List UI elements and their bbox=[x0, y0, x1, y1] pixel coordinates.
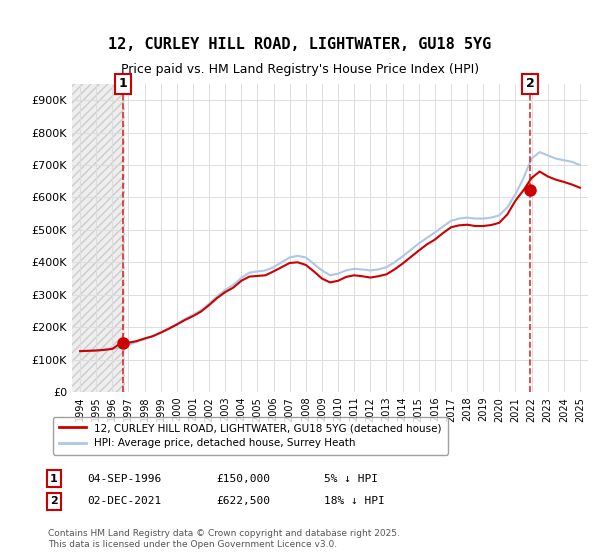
Text: 12, CURLEY HILL ROAD, LIGHTWATER, GU18 5YG: 12, CURLEY HILL ROAD, LIGHTWATER, GU18 5… bbox=[109, 38, 491, 52]
Text: Price paid vs. HM Land Registry's House Price Index (HPI): Price paid vs. HM Land Registry's House … bbox=[121, 63, 479, 77]
Text: 04-SEP-1996: 04-SEP-1996 bbox=[87, 474, 161, 484]
Text: 02-DEC-2021: 02-DEC-2021 bbox=[87, 496, 161, 506]
Text: 18% ↓ HPI: 18% ↓ HPI bbox=[324, 496, 385, 506]
Text: 1: 1 bbox=[119, 77, 127, 91]
Text: £622,500: £622,500 bbox=[216, 496, 270, 506]
Legend: 12, CURLEY HILL ROAD, LIGHTWATER, GU18 5YG (detached house), HPI: Average price,: 12, CURLEY HILL ROAD, LIGHTWATER, GU18 5… bbox=[53, 417, 448, 455]
Text: £150,000: £150,000 bbox=[216, 474, 270, 484]
Text: 5% ↓ HPI: 5% ↓ HPI bbox=[324, 474, 378, 484]
Text: 2: 2 bbox=[526, 77, 535, 91]
Text: 1: 1 bbox=[50, 474, 58, 484]
Text: Contains HM Land Registry data © Crown copyright and database right 2025.
This d: Contains HM Land Registry data © Crown c… bbox=[48, 529, 400, 549]
Text: 2: 2 bbox=[50, 496, 58, 506]
